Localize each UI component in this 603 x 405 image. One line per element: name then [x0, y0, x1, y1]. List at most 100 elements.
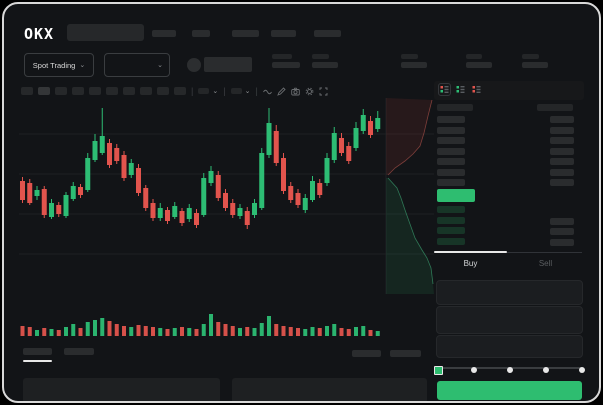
orderbook-header-amount — [537, 104, 573, 111]
camera-icon[interactable] — [291, 87, 300, 96]
orderbook-header-price — [437, 104, 473, 111]
pencil-icon[interactable] — [276, 86, 286, 96]
ask-amount-placeholder — [550, 147, 574, 155]
dropdown-placeholder — [198, 88, 210, 94]
timeframe-button-3[interactable] — [72, 87, 84, 95]
chevron-down-icon: ⌄ — [244, 87, 251, 95]
chart-dropdown-0[interactable]: ⌄ — [198, 88, 218, 95]
ask-price-placeholder — [437, 126, 465, 134]
market-type-label: Spot Trading — [32, 60, 76, 70]
bid-amount-placeholder — [550, 217, 574, 225]
pair-selector-dropdown[interactable]: ⌄ — [104, 53, 170, 77]
stat-label-3 — [466, 54, 482, 59]
chevron-down-icon: ⌄ — [212, 87, 219, 95]
slider-stop-4[interactable] — [579, 367, 585, 373]
ask-price-placeholder — [437, 179, 465, 186]
stat-label-0 — [272, 54, 292, 59]
bottom-tab-underline — [23, 360, 52, 362]
ask-price-placeholder — [437, 116, 465, 123]
okx-logo: OKX — [24, 25, 55, 43]
bottom-tab-1[interactable] — [64, 348, 94, 355]
bid-price-placeholder — [437, 206, 465, 213]
last-price-highlight[interactable] — [437, 189, 475, 202]
search-input[interactable] — [67, 24, 144, 41]
bid-price-placeholder — [437, 227, 465, 234]
tab-sell[interactable]: Sell — [538, 259, 553, 268]
orderbook-view-asks-only-icon[interactable] — [471, 84, 482, 95]
nav-item-3[interactable] — [271, 30, 296, 37]
orderbook-view-combined-icon[interactable] — [438, 83, 451, 96]
toolbar-separator: | — [223, 86, 226, 96]
slider-stop-3[interactable] — [543, 367, 549, 373]
timeframe-button-1[interactable] — [38, 87, 50, 95]
stat-label-4 — [522, 54, 539, 59]
slider-handle[interactable] — [434, 365, 443, 375]
stat-value-0 — [272, 62, 300, 68]
fullscreen-icon[interactable] — [319, 87, 328, 96]
stat-value-1 — [312, 62, 338, 68]
chevron-down-icon: ⌄ — [157, 61, 163, 69]
ask-price-placeholder — [437, 158, 465, 165]
bottom-right-item-0[interactable] — [352, 350, 381, 357]
ask-price-placeholder — [437, 168, 465, 176]
ask-price-placeholder — [437, 137, 465, 144]
timeframe-button-0[interactable] — [21, 87, 33, 95]
timeframe-button-9[interactable] — [174, 87, 186, 95]
trade-input-0[interactable] — [436, 280, 583, 305]
bid-amount-placeholder — [550, 228, 574, 235]
timeframe-button-2[interactable] — [55, 87, 67, 95]
bid-price-placeholder — [437, 237, 465, 245]
timeframe-button-5[interactable] — [106, 87, 118, 95]
timeframe-button-4[interactable] — [89, 87, 101, 95]
toolbar-separator: | — [255, 86, 258, 96]
trade-tabs-divider — [434, 252, 582, 253]
pair-price-placeholder — [204, 57, 252, 72]
stat-label-2 — [401, 54, 418, 59]
chart-toolbar: | ⌄ | ⌄ | — [21, 85, 328, 97]
orderbook-view-bids-only-icon[interactable] — [455, 84, 466, 95]
slider-stop-1[interactable] — [471, 367, 477, 373]
nav-item-1[interactable] — [192, 30, 210, 37]
timeframe-button-6[interactable] — [123, 87, 135, 95]
slider-stop-2[interactable] — [507, 367, 513, 373]
chevron-down-icon: ⌄ — [79, 61, 86, 69]
stat-label-1 — [312, 54, 329, 59]
ask-amount-placeholder — [550, 168, 574, 176]
pair-avatar — [187, 58, 201, 72]
toolbar-separator: | — [191, 86, 194, 96]
bid-amount-placeholder — [550, 238, 574, 246]
nav-item-2[interactable] — [232, 30, 259, 37]
trade-input-2[interactable] — [436, 335, 583, 358]
bottom-right-item-1[interactable] — [390, 350, 421, 357]
gear-icon[interactable] — [305, 87, 314, 96]
trade-input-1[interactable] — [436, 306, 583, 334]
stat-value-2 — [401, 62, 427, 68]
stat-value-4 — [522, 62, 548, 68]
bid-price-placeholder — [437, 216, 465, 224]
nav-item-0[interactable] — [152, 30, 176, 37]
dropdown-placeholder — [230, 88, 242, 94]
chart-dropdown-1[interactable]: ⌄ — [230, 87, 251, 95]
bottom-panel-0 — [23, 378, 220, 401]
nav-item-4[interactable] — [314, 30, 341, 37]
wave-icon[interactable] — [262, 87, 272, 96]
buy-submit-button[interactable] — [437, 381, 582, 400]
timeframe-button-8[interactable] — [157, 87, 169, 95]
candlestick-chart[interactable] — [19, 98, 434, 344]
ask-amount-placeholder — [550, 126, 574, 134]
bottom-panel-1 — [232, 378, 427, 401]
ask-price-placeholder — [437, 147, 465, 155]
ask-amount-placeholder — [550, 137, 574, 144]
orderbook-view-switcher — [438, 83, 482, 96]
ask-amount-placeholder — [550, 158, 574, 165]
amount-slider[interactable] — [434, 365, 585, 375]
market-type-dropdown[interactable]: Spot Trading ⌄ — [24, 53, 94, 77]
ask-amount-placeholder — [550, 116, 574, 123]
stat-value-3 — [466, 62, 492, 68]
timeframe-button-7[interactable] — [140, 87, 152, 95]
tab-buy[interactable]: Buy — [463, 259, 478, 268]
bottom-tab-0[interactable] — [23, 348, 52, 355]
active-tab-indicator — [434, 251, 507, 253]
orderbook-toolbar-strip — [434, 81, 584, 100]
